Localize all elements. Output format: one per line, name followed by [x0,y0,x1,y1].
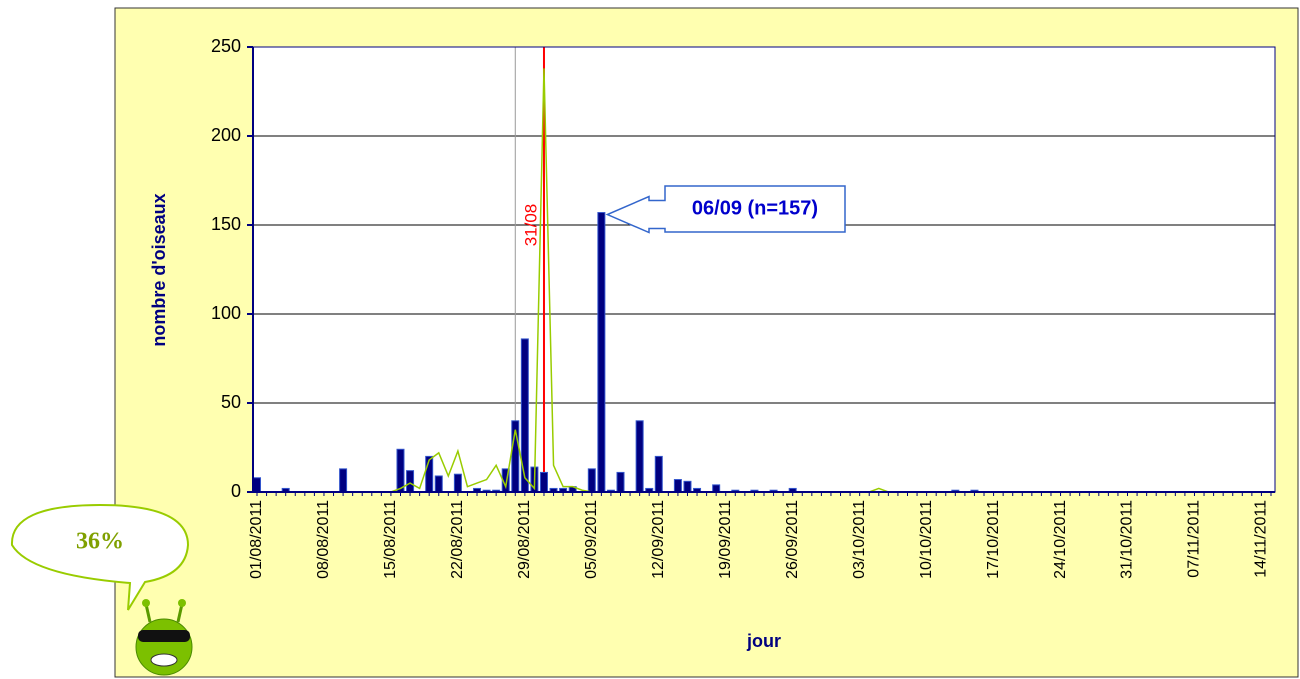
bar [654,455,663,493]
bar [434,475,443,493]
x-tick-label: 31/10/2011 [1119,500,1136,579]
x-tick-label: 29/08/2011 [516,500,533,579]
x-tick-label: 08/08/2011 [315,500,332,579]
bar [453,473,462,493]
plot-area [253,47,1275,492]
bar [597,212,606,493]
speech-bubble [10,503,190,611]
x-tick-label: 17/10/2011 [985,500,1002,579]
reference-line-label: 31/08 [521,204,540,247]
badge: 36% [10,503,193,676]
bar [406,470,415,493]
bar [635,420,644,493]
x-tick-label: 19/09/2011 [717,500,734,579]
bar [396,448,405,493]
bar [253,477,261,493]
bar [339,468,348,493]
bar [683,480,692,493]
x-tick-label: 03/10/2011 [851,500,868,579]
x-tick-label: 22/08/2011 [449,500,466,579]
x-axis-title: jour [746,631,781,651]
plot-frame [252,46,1276,493]
y-tick-label: 200 [211,125,241,145]
bar [616,471,625,493]
x-tick-label: 12/09/2011 [650,500,667,579]
x-tick-label: 01/08/2011 [248,500,265,579]
y-axis-title: nombre d'oiseaux [149,193,169,346]
callout-box [605,185,846,234]
callout-text: 06/09 (n=157) [692,197,818,219]
y-tick-label: 150 [211,214,241,234]
x-tick-label: 05/09/2011 [583,500,600,579]
badge-text: 36% [76,529,124,555]
alien-icon [135,599,193,676]
bar [539,471,548,493]
y-tick-label: 250 [211,36,241,56]
y-tick-label: 0 [231,481,241,501]
bar [587,468,596,493]
x-tick-label: 07/11/2011 [1186,500,1203,578]
x-tick-label: 14/11/2011 [1253,500,1270,578]
bar [673,479,682,493]
y-tick-label: 100 [211,303,241,323]
x-tick-label: 26/09/2011 [784,500,801,579]
x-tick-label: 10/10/2011 [918,500,935,579]
x-tick-label: 24/10/2011 [1052,500,1069,579]
x-tick-label: 15/08/2011 [382,500,399,579]
y-tick-label: 50 [221,392,241,412]
bar [712,484,721,493]
